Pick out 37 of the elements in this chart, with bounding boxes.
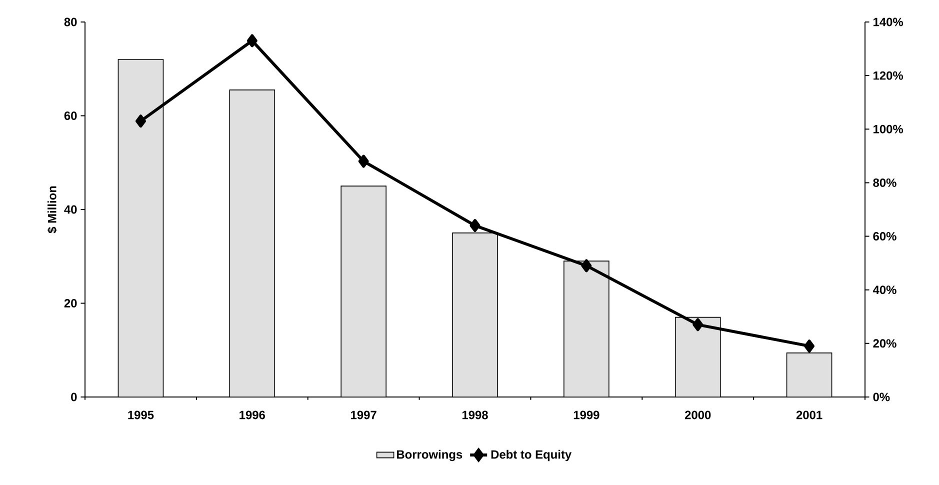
x-tick-label: 1995: [128, 410, 154, 420]
x-tick-label: 1997: [351, 410, 376, 420]
y2-tick-label: 60%: [873, 232, 896, 240]
point: [135, 114, 146, 128]
y2-tick-label: 0%: [873, 392, 890, 402]
y2-tick-label: 80%: [873, 178, 896, 187]
y-tick-label: 40: [64, 205, 77, 214]
y-tick-label: 80: [64, 18, 77, 26]
point: [358, 154, 369, 168]
y-axis-title: $ Million: [47, 186, 58, 234]
bar: [229, 90, 276, 397]
point: [246, 34, 258, 48]
y2-tick-label: 100%: [874, 124, 904, 134]
x-tick-label: 1998: [462, 410, 488, 420]
x-tick-label: 1996: [240, 410, 266, 420]
point: [470, 219, 480, 232]
y2-tick-label: 140%: [874, 18, 904, 26]
legend-label: Debt to Equity: [491, 450, 572, 462]
y-tick-label: 20: [64, 299, 77, 308]
bar: [674, 316, 721, 397]
y-tick-label: 60: [64, 112, 77, 120]
point: [692, 318, 704, 332]
x-tick-label: 2000: [684, 410, 711, 420]
y-tick-label: 0: [71, 392, 77, 402]
bar: [452, 232, 498, 397]
x-tick-label: 2001: [796, 410, 822, 420]
point: [581, 259, 592, 272]
bar: [564, 260, 610, 397]
point: [804, 340, 815, 353]
bar: [786, 352, 832, 397]
bar: [118, 59, 164, 397]
y2-tick-label: 20%: [873, 339, 896, 348]
x-tick-label: 1999: [574, 410, 600, 420]
bar: [340, 186, 386, 397]
y2-tick-label: 120%: [874, 71, 904, 80]
y2-tick-label: 40%: [872, 286, 896, 294]
legend-label: Borrowings: [397, 450, 462, 462]
